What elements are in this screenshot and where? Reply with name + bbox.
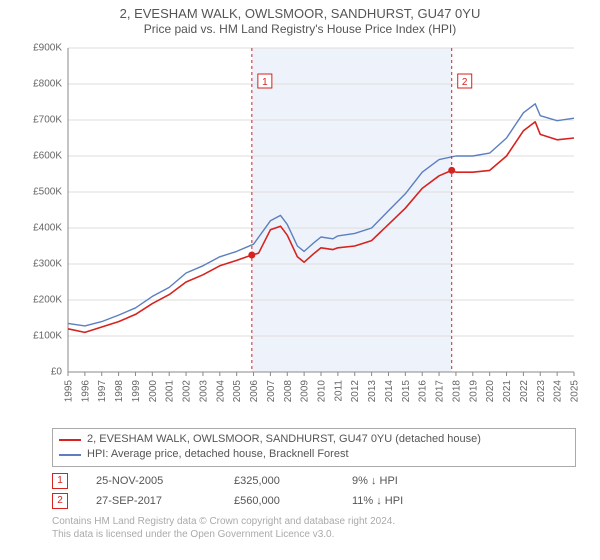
- legend-row: HPI: Average price, detached house, Brac…: [59, 447, 569, 462]
- svg-text:2004: 2004: [215, 380, 226, 403]
- sales-table: 1 25-NOV-2005 £325,000 9% ↓ HPI 2 27-SEP-2017…: [52, 473, 576, 509]
- svg-text:2018: 2018: [451, 380, 462, 403]
- chart-title-sub: Price paid vs. HM Land Registry's House …: [8, 22, 592, 36]
- svg-text:£0: £0: [51, 367, 63, 378]
- svg-text:2007: 2007: [266, 380, 277, 403]
- svg-text:£700K: £700K: [33, 115, 62, 126]
- svg-text:2015: 2015: [401, 380, 412, 403]
- svg-text:2010: 2010: [317, 380, 328, 403]
- footer-note: Contains HM Land Registry data © Crown c…: [52, 515, 576, 541]
- sale-marker: 2: [52, 493, 68, 509]
- svg-text:£100K: £100K: [33, 331, 62, 342]
- sale-vs-hpi: 11% ↓ HPI: [352, 495, 403, 507]
- legend-row: 2, EVESHAM WALK, OWLSMOOR, SANDHURST, GU…: [59, 432, 569, 447]
- legend-label: 2, EVESHAM WALK, OWLSMOOR, SANDHURST, GU…: [87, 432, 481, 447]
- svg-text:2024: 2024: [553, 380, 564, 403]
- svg-text:1998: 1998: [114, 380, 125, 403]
- legend-swatch: [59, 454, 81, 456]
- chart-container: 2, EVESHAM WALK, OWLSMOOR, SANDHURST, GU…: [0, 0, 600, 545]
- svg-text:£300K: £300K: [33, 259, 62, 270]
- sale-marker: 1: [52, 473, 68, 489]
- svg-text:2019: 2019: [468, 380, 479, 403]
- sale-vs-hpi: 9% ↓ HPI: [352, 475, 398, 487]
- svg-text:2001: 2001: [165, 380, 176, 403]
- svg-text:2000: 2000: [148, 380, 159, 403]
- svg-text:£600K: £600K: [33, 151, 62, 162]
- svg-text:2025: 2025: [570, 380, 581, 403]
- svg-text:2003: 2003: [198, 380, 209, 403]
- svg-text:2021: 2021: [502, 380, 513, 403]
- svg-text:2013: 2013: [367, 380, 378, 403]
- sale-price: £560,000: [234, 495, 324, 507]
- svg-text:2017: 2017: [435, 380, 446, 403]
- svg-text:1999: 1999: [131, 380, 142, 403]
- svg-text:2009: 2009: [300, 380, 311, 403]
- svg-text:£400K: £400K: [33, 223, 62, 234]
- sale-date: 25-NOV-2005: [96, 475, 206, 487]
- svg-text:£500K: £500K: [33, 187, 62, 198]
- chart-title-main: 2, EVESHAM WALK, OWLSMOOR, SANDHURST, GU…: [8, 6, 592, 21]
- chart-plot: £0 £100K £200K £300K £400K £500K £600K £700K £80…: [20, 42, 580, 422]
- svg-text:£900K: £900K: [33, 43, 62, 54]
- legend-label: HPI: Average price, detached house, Brac…: [87, 447, 349, 462]
- svg-text:1: 1: [262, 77, 268, 88]
- legend-swatch: [59, 439, 81, 441]
- svg-text:2012: 2012: [350, 380, 361, 403]
- sale-date: 27-SEP-2017: [96, 495, 206, 507]
- svg-text:2014: 2014: [384, 380, 395, 403]
- footer-line-2: This data is licensed under the Open Gov…: [52, 528, 576, 541]
- svg-text:2002: 2002: [182, 380, 193, 403]
- sale-row: 2 27-SEP-2017 £560,000 11% ↓ HPI: [52, 493, 576, 509]
- svg-text:2006: 2006: [249, 380, 260, 403]
- svg-text:2008: 2008: [283, 380, 294, 403]
- svg-text:1997: 1997: [97, 380, 108, 403]
- sale-price: £325,000: [234, 475, 324, 487]
- svg-text:2: 2: [462, 77, 468, 88]
- svg-text:2022: 2022: [519, 380, 530, 403]
- svg-text:1995: 1995: [64, 380, 75, 403]
- svg-text:2023: 2023: [536, 380, 547, 403]
- svg-text:2011: 2011: [333, 380, 344, 402]
- svg-text:2016: 2016: [418, 380, 429, 403]
- svg-text:1996: 1996: [80, 380, 91, 403]
- svg-text:£800K: £800K: [33, 79, 62, 90]
- svg-text:2020: 2020: [485, 380, 496, 403]
- svg-text:£200K: £200K: [33, 295, 62, 306]
- legend: 2, EVESHAM WALK, OWLSMOOR, SANDHURST, GU…: [52, 428, 576, 467]
- line-chart-svg: £0 £100K £200K £300K £400K £500K £600K £700K £80…: [20, 42, 580, 422]
- sale-row: 1 25-NOV-2005 £325,000 9% ↓ HPI: [52, 473, 576, 489]
- footer-line-1: Contains HM Land Registry data © Crown c…: [52, 515, 576, 528]
- svg-text:2005: 2005: [232, 380, 243, 403]
